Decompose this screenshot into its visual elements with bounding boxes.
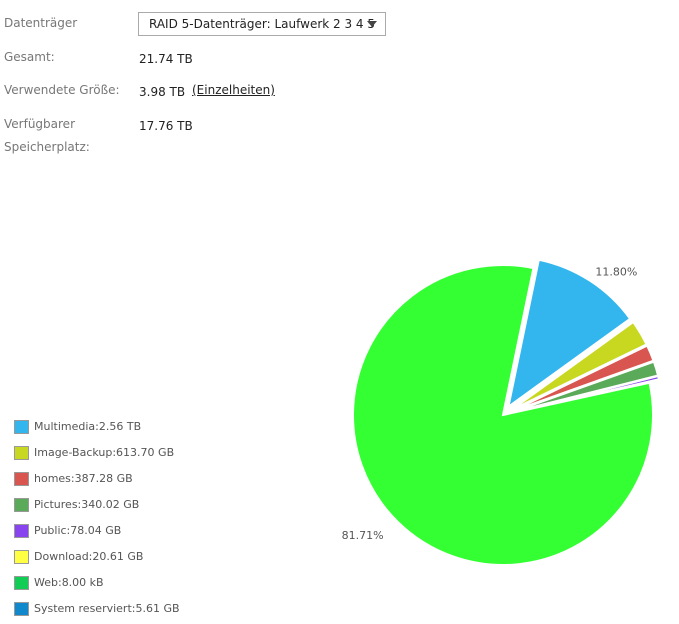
- pie-slice: [510, 320, 648, 411]
- legend-label: Download:20.61 GB: [34, 550, 143, 563]
- legend-label: Web:8.00 kB: [34, 576, 104, 589]
- legend-swatch: [14, 602, 29, 616]
- field-label: Verfügbarer Speicherplatz:: [4, 117, 90, 154]
- field-label: Verwendete Größe:: [4, 83, 120, 97]
- legend-swatch: [14, 524, 29, 538]
- field-label: Datenträger: [4, 16, 78, 30]
- details-link[interactable]: (Einzelheiten): [192, 83, 275, 97]
- legend-label: Image-Backup:613.70 GB: [34, 446, 174, 459]
- pie-slice: [511, 344, 655, 413]
- field-value: 21.74 TB: [139, 52, 193, 66]
- field-value: 17.76 TB: [139, 119, 193, 133]
- legend-swatch: [14, 472, 29, 486]
- legend-swatch: [14, 420, 29, 434]
- field-label: Gesamt:: [4, 50, 55, 64]
- field-value: 3.98 TB: [139, 85, 186, 99]
- dropdown-arrow: [367, 21, 377, 27]
- legend-swatch: [14, 498, 29, 512]
- legend-label: Public:78.04 GB: [34, 524, 121, 537]
- legend-swatch: [14, 550, 29, 564]
- legend-swatch: [14, 446, 29, 460]
- legend-swatch: [14, 576, 29, 590]
- slice-label: 11.80%: [595, 265, 637, 278]
- legend-label: Multimedia:2.56 TB: [34, 420, 141, 433]
- legend-label: Pictures:340.02 GB: [34, 498, 139, 511]
- volume-select[interactable]: RAID 5-Datenträger: Laufwerk 2 3 4 5: [138, 12, 386, 36]
- pie-slice: [352, 264, 654, 566]
- legend-label: System reserviert:5.61 GB: [34, 602, 180, 615]
- select-value: RAID 5-Datenträger: Laufwerk 2 3 4 5: [149, 17, 376, 31]
- legend-label: homes:387.28 GB: [34, 472, 133, 485]
- slice-label: 81.71%: [342, 529, 384, 542]
- pie-slice: [506, 258, 632, 409]
